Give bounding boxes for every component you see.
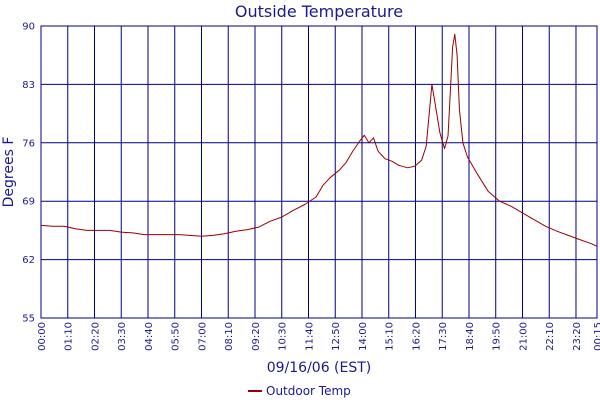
x-tick-label: 00:00 bbox=[37, 322, 48, 351]
y-tick-label: 69 bbox=[22, 197, 35, 208]
y-axis-label: Degrees F bbox=[1, 137, 17, 208]
x-tick-label: 17:30 bbox=[438, 322, 449, 351]
x-tick-label: 11:40 bbox=[304, 322, 315, 351]
x-tick-label: 03:30 bbox=[117, 322, 128, 351]
x-tick-label: 08:10 bbox=[224, 322, 235, 351]
x-tick-label: 19:50 bbox=[492, 322, 503, 351]
x-tick-label: 16:20 bbox=[411, 322, 422, 351]
y-tick-label: 83 bbox=[22, 80, 35, 91]
plot-area bbox=[40, 25, 598, 319]
y-tick-label: 55 bbox=[22, 314, 35, 325]
chart-title: Outside Temperature bbox=[235, 2, 403, 21]
x-axis-label: 09/16/06 (EST) bbox=[267, 360, 372, 376]
legend: Outdoor Temp bbox=[248, 384, 351, 398]
x-tick-label: 14:00 bbox=[358, 322, 369, 351]
y-tick-label: 76 bbox=[22, 138, 35, 149]
x-tick-label: 21:00 bbox=[518, 322, 529, 351]
x-gridlines bbox=[40, 26, 598, 318]
x-tick-labels: 00:00 01:10 02:20 03:30 04:40 05:50 07:00 08:10… bbox=[37, 322, 600, 351]
x-tick-label: 15:10 bbox=[385, 322, 396, 351]
x-tick-label: 00:15 bbox=[593, 322, 600, 351]
x-tick-label: 22:10 bbox=[545, 322, 556, 351]
y-gridlines bbox=[41, 25, 597, 319]
legend-label: Outdoor Temp bbox=[266, 384, 351, 398]
x-tick-label: 23:20 bbox=[572, 322, 583, 351]
x-tick-label: 09:20 bbox=[251, 322, 262, 351]
x-tick-label: 18:40 bbox=[465, 322, 476, 351]
x-tick-label: 04:40 bbox=[144, 322, 155, 351]
x-tick-label: 12:50 bbox=[331, 322, 342, 351]
series-line-outdoor-temp bbox=[40, 33, 598, 247]
y-tick-label: 62 bbox=[22, 255, 35, 266]
x-tick-label: 05:50 bbox=[171, 322, 182, 351]
x-tick-label: 10:30 bbox=[278, 322, 289, 351]
y-tick-label: 90 bbox=[22, 22, 35, 33]
x-tick-label: 01:10 bbox=[64, 322, 75, 351]
y-tick-labels: 55 62 69 76 83 90 bbox=[22, 22, 35, 325]
x-tick-label: 07:00 bbox=[197, 322, 208, 351]
series-group bbox=[40, 33, 598, 247]
x-tick-label: 02:20 bbox=[90, 322, 101, 351]
